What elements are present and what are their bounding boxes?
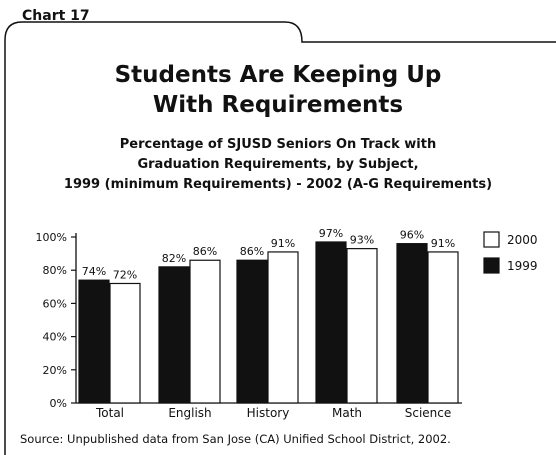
data-label: 97% bbox=[319, 227, 343, 240]
legend-label: 1999 bbox=[507, 259, 538, 273]
bar-2000-history bbox=[267, 251, 299, 404]
x-tick-label: English bbox=[168, 406, 211, 420]
y-tick-label: 20% bbox=[43, 364, 67, 377]
x-tick-label: History bbox=[247, 406, 290, 420]
chart-subtitle-line: 1999 (minimum Requirements) - 2002 (A-G … bbox=[63, 177, 493, 192]
bar-1999-history bbox=[236, 259, 268, 404]
data-label: 82% bbox=[162, 252, 186, 265]
bar-1999-math bbox=[315, 241, 347, 404]
x-tick-label: Science bbox=[405, 406, 452, 420]
y-tick-label: 0% bbox=[50, 397, 67, 410]
chart-subtitle-line: Percentage of SJUSD Seniors On Track wit… bbox=[119, 137, 437, 152]
y-tick-label: 40% bbox=[43, 331, 67, 344]
y-tick-label: 100% bbox=[36, 231, 67, 244]
data-label: 91% bbox=[431, 237, 455, 250]
y-tick-label: 80% bbox=[43, 264, 67, 277]
legend-label: 2000 bbox=[507, 233, 538, 247]
data-label: 91% bbox=[271, 237, 295, 250]
source-note: Source: Unpublished data from San Jose (… bbox=[20, 432, 451, 446]
y-tick-label: 60% bbox=[43, 297, 67, 310]
data-label: 93% bbox=[350, 234, 374, 247]
bar-1999-total bbox=[78, 279, 110, 404]
chart-subtitle-line: Graduation Requirements, by Subject, bbox=[137, 157, 419, 172]
x-tick-label: Math bbox=[332, 406, 362, 420]
bar-1999-english bbox=[158, 266, 190, 404]
chart-title-line: With Requirements bbox=[152, 92, 404, 118]
data-label: 86% bbox=[240, 245, 264, 258]
legend-swatch-1999 bbox=[483, 257, 500, 274]
chart-title: Students Are Keeping Up With Requirement… bbox=[0, 60, 556, 120]
data-label: 96% bbox=[400, 229, 424, 242]
x-tick-label: Total bbox=[95, 406, 124, 420]
chart-title-line: Students Are Keeping Up bbox=[114, 62, 442, 88]
bar-2000-science bbox=[427, 251, 459, 404]
bar-2000-math bbox=[346, 248, 378, 404]
chart-number-label: Chart 17 bbox=[22, 8, 90, 24]
bar-chart: 0% 20% 40% 60% 80% 100% 74% 72% Total 82% 86% Engli… bbox=[36, 227, 538, 420]
data-label: 74% bbox=[82, 265, 106, 278]
legend-swatch-2000 bbox=[483, 231, 500, 248]
bar-2000-english bbox=[189, 259, 221, 404]
bar-2000-total bbox=[109, 282, 141, 404]
data-label: 72% bbox=[113, 268, 137, 281]
chart-subtitle: Percentage of SJUSD Seniors On Track wit… bbox=[0, 135, 556, 195]
data-label: 86% bbox=[193, 245, 217, 258]
bar-1999-science bbox=[396, 243, 428, 404]
